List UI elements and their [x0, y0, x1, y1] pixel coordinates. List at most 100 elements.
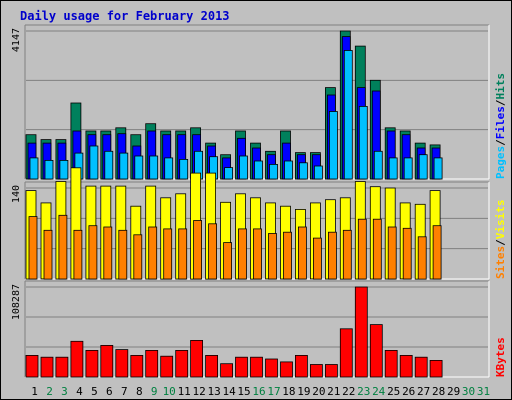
day-label-26: 26 [402, 385, 415, 398]
day-label-25: 25 [387, 385, 400, 398]
legend-separator: / [494, 99, 507, 106]
day-label-30: 30 [462, 385, 475, 398]
legend-panel-3: KBytes [494, 337, 507, 377]
bar-sites-day-17 [268, 233, 277, 280]
day-label-28: 28 [432, 385, 445, 398]
bar-sites-day-8 [133, 234, 143, 280]
legend-files: Files [494, 106, 507, 139]
legend-separator: / [494, 139, 507, 146]
day-label-29: 29 [447, 385, 460, 398]
bar-kbytes-day-19 [294, 354, 308, 378]
bar-sites-day-26 [402, 227, 412, 280]
bar-kbytes-day-21 [324, 364, 338, 378]
y-max-label: 140 [11, 185, 22, 203]
bar-sites-day-19 [297, 226, 307, 280]
bar-kbytes-day-16 [250, 356, 263, 378]
bar-sites-day-12 [193, 220, 203, 280]
bar-kbytes-day-18 [280, 361, 293, 378]
bar-sites-day-3 [58, 214, 68, 280]
bar-kbytes-day-23 [354, 286, 368, 378]
bar-kbytes-day-28 [429, 359, 443, 378]
bar-pages-day-1 [29, 157, 39, 180]
bar-sites-day-1 [28, 216, 38, 280]
bar-pages-day-2 [44, 159, 54, 180]
bar-sites-day-15 [238, 228, 247, 280]
bar-sites-day-18 [283, 231, 292, 280]
bar-sites-day-4 [73, 229, 83, 280]
bar-pages-day-20 [313, 165, 323, 180]
day-label-31: 31 [477, 385, 490, 398]
bar-kbytes-day-2 [40, 356, 54, 378]
day-label-19: 19 [297, 385, 310, 398]
bar-kbytes-day-5 [85, 349, 99, 378]
bar-pages-day-10 [164, 157, 174, 180]
y-max-label: 4147 [11, 28, 22, 52]
bar-sites-day-28 [432, 225, 442, 280]
day-label-5: 5 [91, 385, 98, 398]
day-label-20: 20 [312, 385, 325, 398]
bar-kbytes-day-3 [55, 356, 69, 378]
bar-kbytes-day-12 [190, 339, 204, 378]
bar-kbytes-day-22 [339, 328, 353, 378]
bar-kbytes-day-4 [70, 340, 84, 378]
bar-kbytes-day-27 [414, 356, 428, 378]
bar-kbytes-day-25 [384, 349, 398, 378]
day-label-22: 22 [342, 385, 355, 398]
day-label-9: 9 [151, 385, 158, 398]
bar-sites-day-7 [118, 229, 128, 280]
day-label-10: 10 [163, 385, 176, 398]
bar-pages-day-9 [149, 155, 159, 180]
bar-pages-day-23 [358, 106, 368, 180]
day-label-4: 4 [76, 385, 83, 398]
bar-pages-day-6 [104, 150, 114, 180]
bar-sites-day-27 [417, 236, 427, 280]
day-label-12: 12 [192, 385, 205, 398]
day-label-14: 14 [222, 385, 236, 398]
bar-sites-day-2 [43, 229, 53, 280]
day-label-21: 21 [327, 385, 340, 398]
bar-sites-day-21 [327, 231, 337, 280]
bar-pages-day-16 [254, 160, 263, 180]
bar-pages-day-21 [328, 111, 338, 180]
legend-visits: Visits [494, 200, 507, 240]
y-max-label: 108287 [11, 284, 22, 320]
bar-kbytes-day-10 [160, 355, 174, 378]
legend-panel-2: Sites/Visits [494, 200, 507, 280]
bar-kbytes-day-15 [235, 356, 248, 378]
bar-kbytes-day-17 [265, 358, 278, 378]
day-label-15: 15 [237, 385, 250, 398]
bar-kbytes-day-11 [175, 349, 189, 378]
bar-kbytes-day-26 [399, 354, 413, 378]
day-label-24: 24 [372, 385, 386, 398]
day-label-16: 16 [252, 385, 265, 398]
day-label-13: 13 [207, 385, 220, 398]
bar-kbytes-day-7 [115, 349, 129, 378]
legend-panel-1: Pages/Files/Hits [494, 73, 507, 179]
bar-sites-day-24 [372, 218, 382, 280]
legend-kbytes: KBytes [494, 337, 507, 377]
bar-pages-day-24 [373, 150, 383, 180]
day-label-8: 8 [136, 385, 143, 398]
day-label-11: 11 [178, 385, 191, 398]
bar-sites-day-10 [163, 228, 173, 280]
day-label-7: 7 [121, 385, 128, 398]
day-label-1: 1 [31, 385, 38, 398]
bar-kbytes-day-24 [369, 324, 383, 378]
bar-pages-day-15 [239, 155, 248, 180]
bar-sites-day-23 [357, 218, 367, 280]
bar-pages-day-3 [59, 159, 69, 180]
bar-pages-day-17 [269, 163, 278, 180]
bar-kbytes-day-9 [145, 349, 159, 378]
bar-sites-day-11 [178, 228, 188, 280]
bar-pages-day-5 [89, 145, 99, 180]
bar-sites-day-5 [88, 225, 98, 280]
bar-pages-day-22 [343, 50, 353, 180]
bar-pages-day-8 [134, 155, 144, 180]
day-label-2: 2 [46, 385, 53, 398]
bar-kbytes-day-14 [220, 363, 234, 378]
bar-sites-day-13 [208, 223, 218, 280]
bar-kbytes-day-13 [205, 354, 219, 378]
bar-sites-day-16 [253, 228, 262, 280]
bar-sites-day-14 [223, 242, 233, 280]
